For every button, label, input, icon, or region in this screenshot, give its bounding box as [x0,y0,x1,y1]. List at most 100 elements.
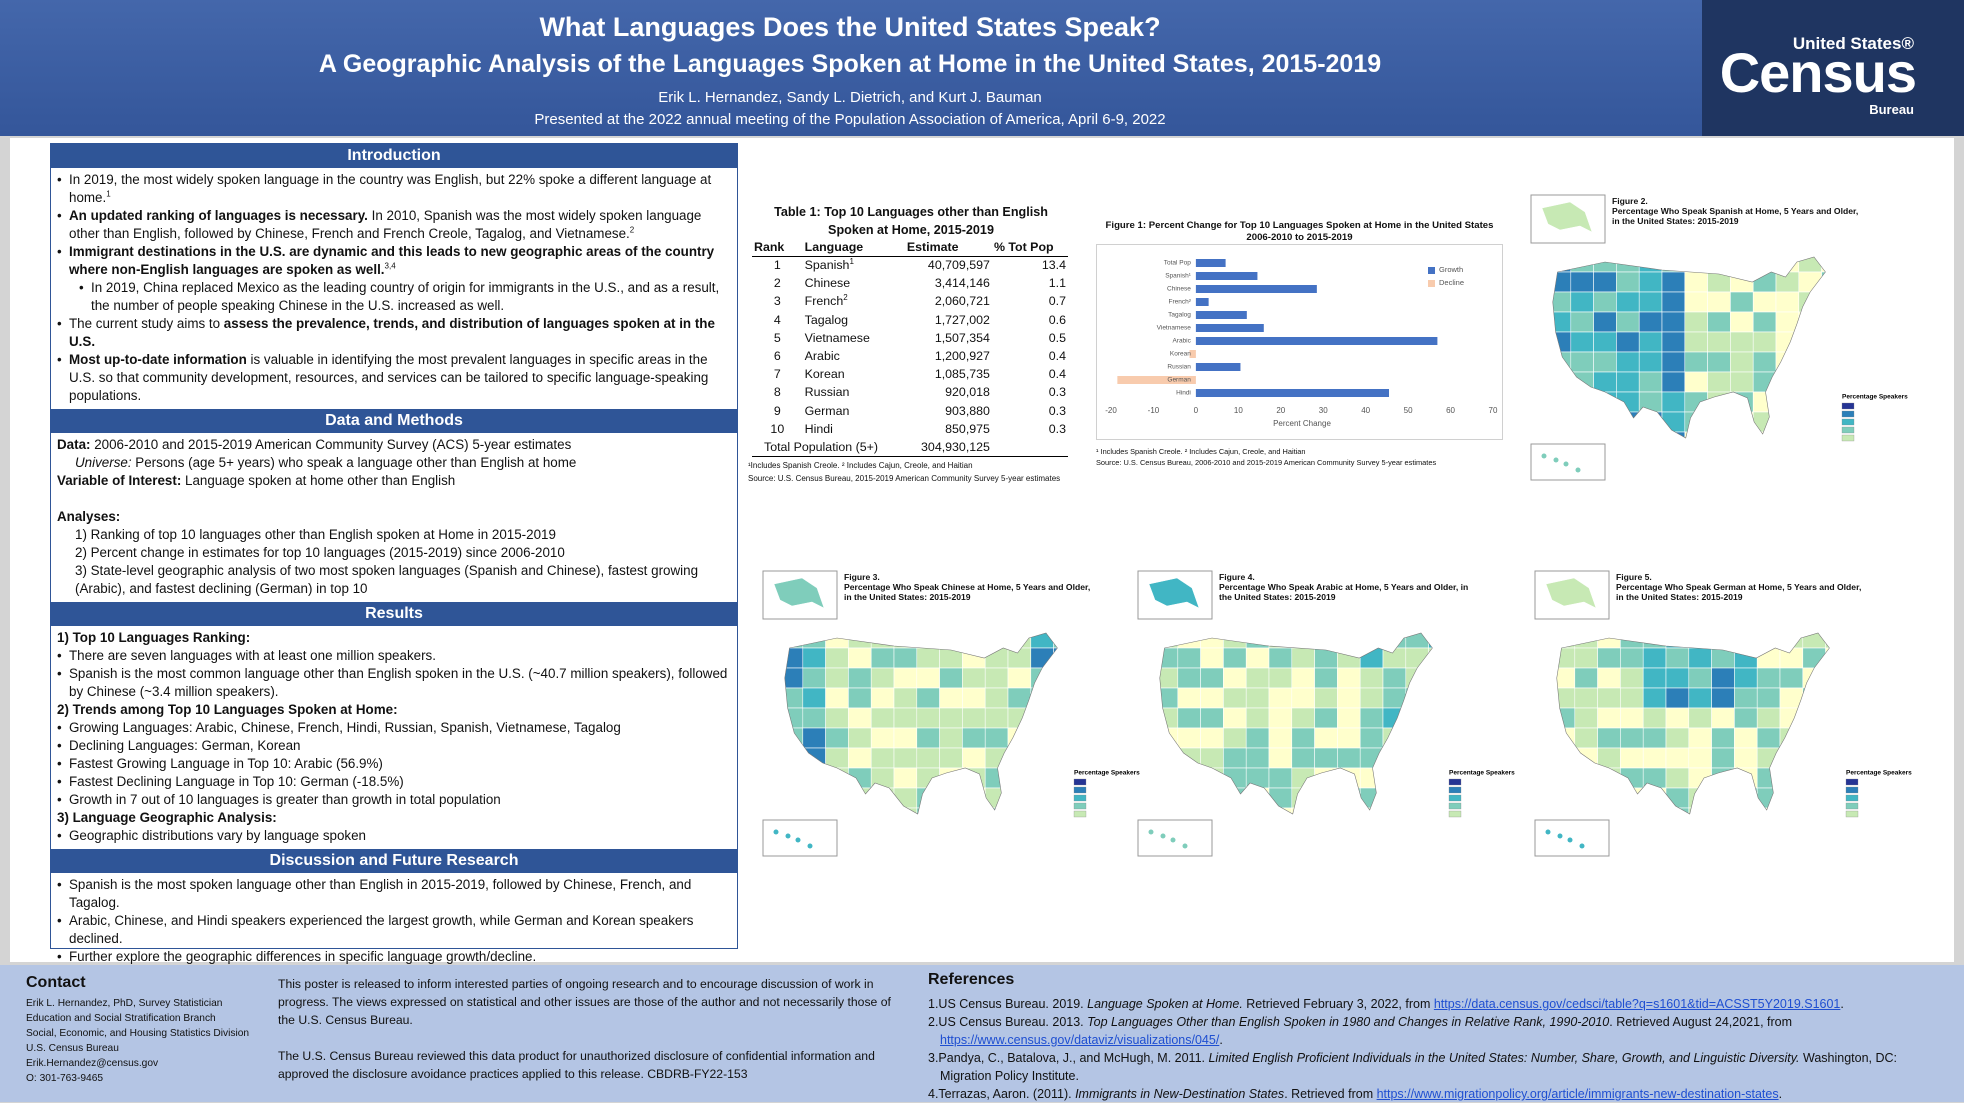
rank: 10 [770,421,785,436]
state [1688,633,1712,649]
state [1593,311,1617,333]
state [1802,647,1826,669]
text-run: 3) State-level geographic analysis of tw… [75,563,699,596]
state [1684,311,1708,333]
state [1711,687,1735,709]
percent: 0.5 [1048,330,1066,345]
states [1552,256,1826,439]
percent: 0.4 [1048,367,1066,382]
state [1556,747,1576,769]
bar [1195,298,1209,306]
state [1053,767,1058,789]
hawaii-island [773,829,779,835]
state [1177,633,1201,649]
us-outline [1556,632,1830,815]
state [1752,257,1777,273]
table-row: 5 Vietnamese 1,507,354 0.5 [752,329,1068,347]
state [1314,767,1338,789]
state [802,767,826,789]
table-row: 6 Arabic 1,200,927 0.4 [752,347,1068,365]
state [1593,351,1617,373]
state [962,807,986,814]
state [1314,727,1338,749]
state [1638,271,1663,293]
state [893,767,918,789]
state [1030,747,1054,769]
footer: Contact Erik L. Hernandez, PhD, Survey St… [0,965,1964,1102]
state [1620,687,1644,709]
state [1428,767,1433,789]
state [1570,391,1594,413]
bullet-item: In 2019, the most widely spoken language… [57,171,731,207]
states [784,632,1058,815]
state [1752,391,1777,413]
state [984,727,1009,749]
state [1642,767,1667,789]
state [784,687,804,709]
state [1359,667,1384,689]
state [1291,707,1315,729]
text-run: In 2010, Spanish was the most widely spo… [69,208,702,241]
text-run: Universe: [75,455,132,470]
state [1552,257,1572,273]
state [1642,747,1667,769]
state [1382,807,1407,814]
map-figure: Figure 4. Percentage Who Speak Arabic at … [1137,570,1517,870]
estimate: 1,727,002 [934,312,990,327]
state [1053,807,1058,814]
state [984,687,1009,709]
text-run: 2) Trends among Top 10 Languages Spoken … [57,702,398,717]
state [1223,633,1247,649]
state [1337,687,1361,709]
state [1268,647,1293,669]
text-line: 1) Top 10 Languages Ranking: [57,629,731,647]
state [825,787,849,809]
state [1223,707,1247,729]
state [1616,331,1640,353]
state [1177,747,1201,769]
table-row: 3 French2 2,060,721 0.7 [752,292,1068,310]
state [1007,787,1032,809]
state [1688,687,1712,709]
text-run: Language spoken at home other than Engli… [181,473,456,488]
state [1734,633,1758,649]
state [1684,331,1708,353]
table-row: 2 Chinese 3,414,146 1.1 [752,274,1068,292]
link[interactable]: https://www.census.gov/dataviz/visualiza… [940,1033,1220,1047]
bullet-item: An updated ranking of languages is neces… [57,207,731,243]
state [1593,271,1617,293]
link[interactable]: https://data.census.gov/cedsci/table?q=s… [1433,997,1841,1011]
reference: 3.Pandya, C., Batalova, J., and McHugh, … [928,1049,1948,1085]
map: Percentage Speakers [762,570,1140,857]
state [1030,807,1054,814]
state [1638,371,1663,393]
state [1200,707,1224,729]
table-row: 8 Russian 920,018 0.3 [752,383,1068,401]
references-heading: References [928,971,1015,988]
estimate: 1,507,354 [934,330,990,345]
link[interactable]: https://www.migrationpolicy.org/article/… [1376,1087,1779,1101]
state [1734,647,1758,669]
state [1711,747,1735,769]
state [1825,747,1830,769]
state [1661,331,1686,353]
references: References 1.US Census Bureau. 2019. Lang… [928,971,1948,1103]
state [1245,727,1270,749]
state [1245,667,1270,689]
bar [1195,389,1390,397]
text-line: 2) Percent change in estimates for top 1… [75,544,731,562]
rank: 2 [773,276,781,291]
state [1752,291,1777,313]
state [1684,431,1708,438]
state [1337,647,1361,669]
footnote-mark: 2 [843,293,848,303]
legend-label: Growth [1439,265,1463,274]
state [1779,633,1804,649]
state [1684,351,1708,373]
state [870,707,895,729]
map-caption: Figure 2. Percentage Who Speak Spanish at… [1612,196,1862,226]
y-tick-label: German [1167,377,1191,384]
state [1030,727,1054,749]
state [825,767,849,789]
state [1802,707,1826,729]
